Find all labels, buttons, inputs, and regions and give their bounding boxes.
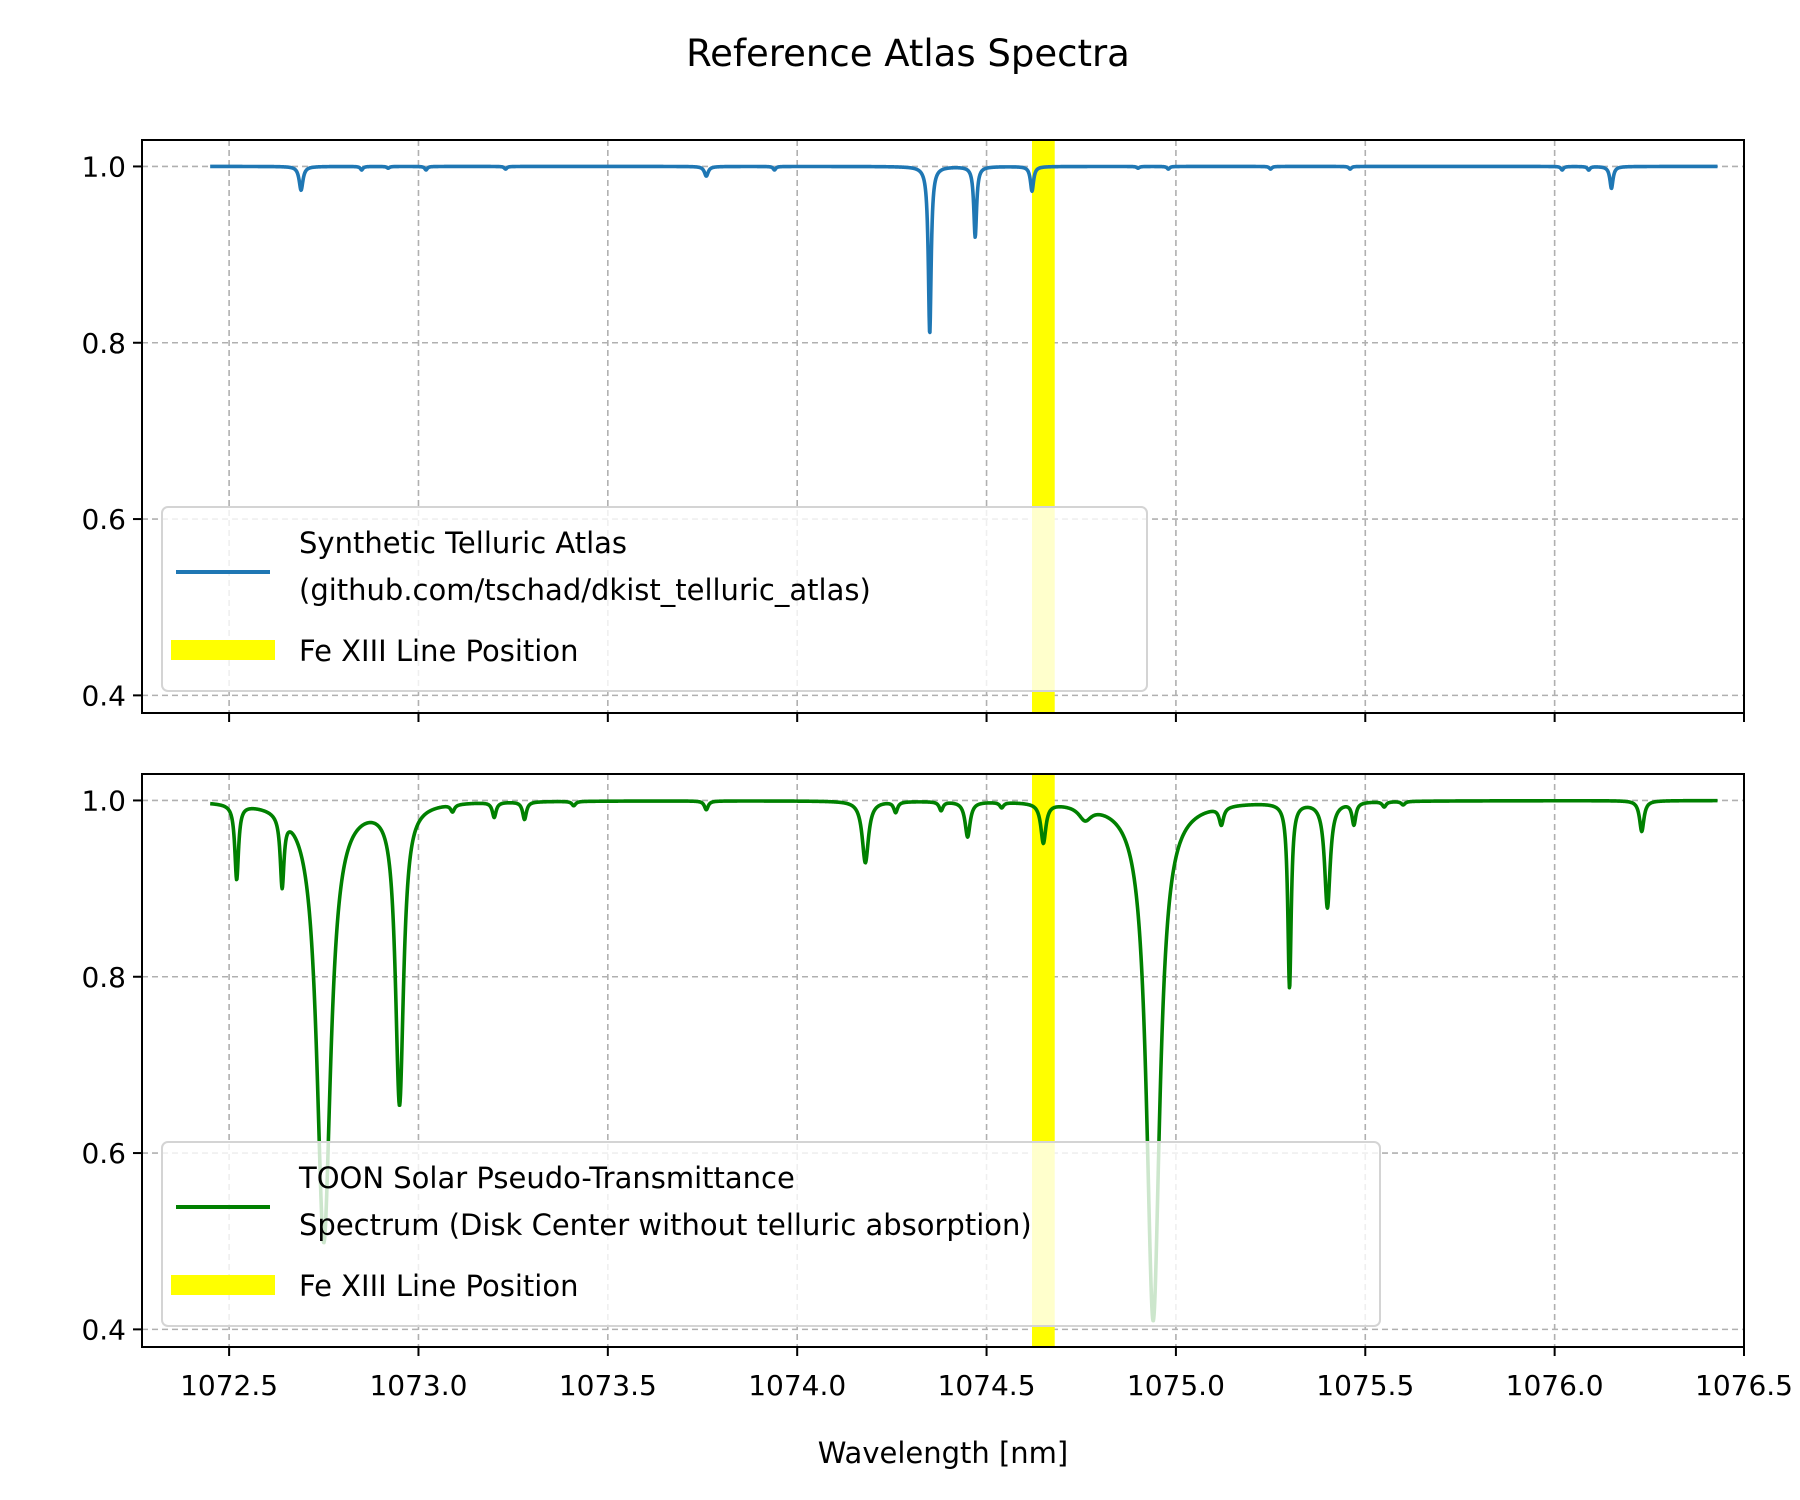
x-tick-label: 1075.5 xyxy=(1316,1369,1414,1402)
top-panel-x-ticks xyxy=(228,713,1745,722)
y-tick-label: 0.8 xyxy=(81,961,126,994)
x-tick-label: 1076.0 xyxy=(1506,1369,1604,1402)
x-axis-label: Wavelength [nm] xyxy=(818,1436,1069,1470)
y-tick-label: 0.4 xyxy=(81,1313,126,1346)
y-tick-label: 0.6 xyxy=(81,1137,126,1170)
top-panel-frame xyxy=(141,139,1745,714)
top-panel-series xyxy=(208,164,1719,335)
top-legend-series-label-2: (github.com/tschad/dkist_telluric_atlas) xyxy=(299,573,871,607)
x-tick-label: 1074.5 xyxy=(938,1369,1036,1402)
bottom-legend-band-label: Fe XIII Line Position xyxy=(299,1269,578,1303)
x-tick-label: 1074.0 xyxy=(748,1369,846,1402)
y-tick-label: 0.6 xyxy=(81,503,126,536)
top-panel-legend: Synthetic Telluric Atlas (github.com/tsc… xyxy=(161,506,1148,692)
bottom-panel-y-ticks: 0.4 0.6 0.8 1.0 xyxy=(81,784,142,1346)
bottom-legend-box xyxy=(161,1141,1381,1327)
top-spectrum-line xyxy=(208,164,1719,335)
bottom-panel-x-ticks: 1072.5 1073.0 1073.5 1074.0 1074.5 1075.0 1075… xyxy=(180,1347,1793,1402)
x-tick-label: 1072.5 xyxy=(180,1369,278,1402)
y-tick-label: 0.8 xyxy=(81,327,126,360)
top-legend-box xyxy=(161,506,1148,692)
y-tick-label: 0.4 xyxy=(81,679,126,712)
top-legend-band-handle xyxy=(171,640,275,660)
top-panel: 0.4 0.6 0.8 1.0 Synthetic Telluric Atlas (g… xyxy=(81,139,1745,722)
top-legend-series-label-1: Synthetic Telluric Atlas xyxy=(299,526,627,560)
x-tick-label: 1076.5 xyxy=(1695,1369,1793,1402)
bottom-panel-legend: TOON Solar Pseudo-Transmittance Spectrum… xyxy=(161,1141,1381,1327)
top-legend-band-label: Fe XIII Line Position xyxy=(299,634,578,668)
y-tick-label: 1.0 xyxy=(81,150,126,183)
x-tick-label: 1075.0 xyxy=(1127,1369,1225,1402)
y-tick-label: 1.0 xyxy=(81,784,126,817)
bottom-legend-band-handle xyxy=(171,1275,275,1295)
bottom-panel-series xyxy=(208,798,1719,1323)
x-tick-label: 1073.0 xyxy=(369,1369,467,1402)
bottom-legend-series-label-2: Spectrum (Disk Center without telluric a… xyxy=(299,1208,1032,1242)
bottom-legend-series-label-1: TOON Solar Pseudo-Transmittance xyxy=(298,1161,795,1195)
x-tick-label: 1073.5 xyxy=(559,1369,657,1402)
bottom-panel: 0.40.60.81.0 1072.5 1073.0 1073.5 1074.0 107… xyxy=(81,773,1793,1402)
top-panel-y-ticks: 0.4 0.6 0.8 1.0 xyxy=(81,150,142,712)
figure-title: Reference Atlas Spectra xyxy=(686,32,1130,75)
bottom-spectrum-line xyxy=(208,798,1719,1323)
bottom-panel-frame xyxy=(141,773,1745,1348)
